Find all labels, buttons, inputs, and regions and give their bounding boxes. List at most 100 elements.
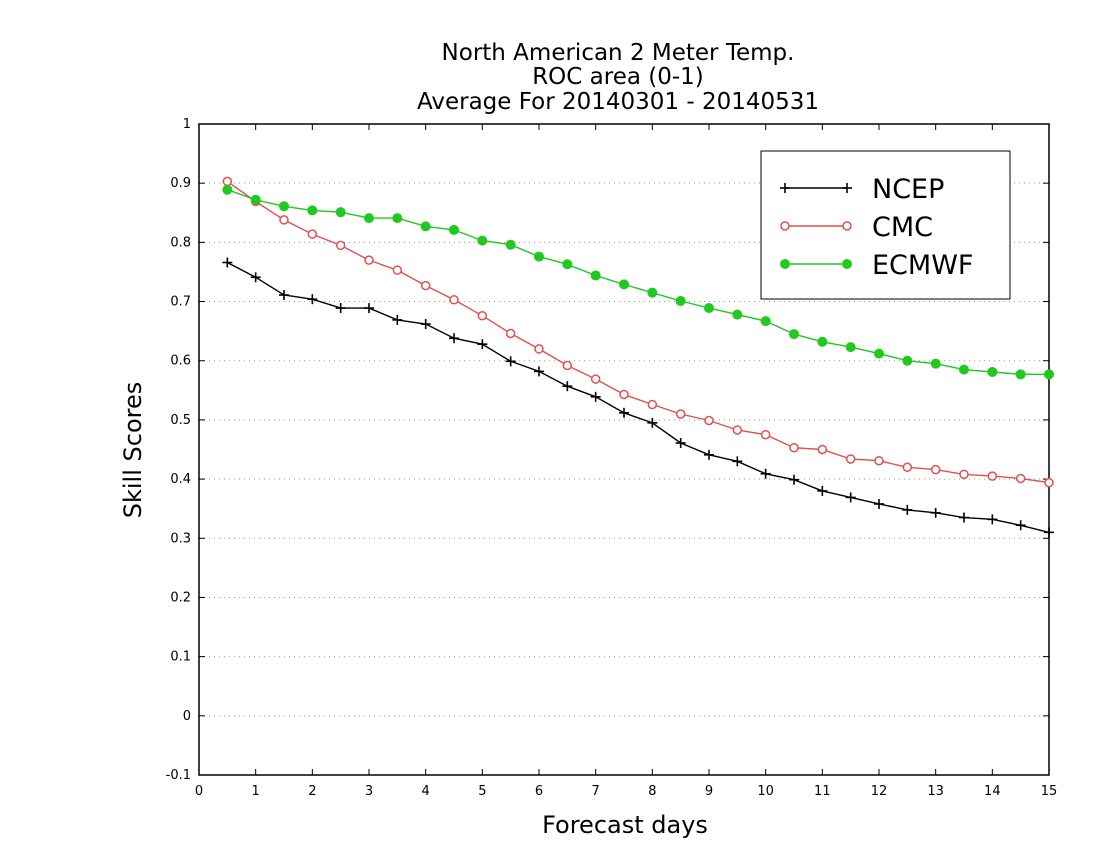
chart-title-line-2: ROC area (0-1)	[532, 64, 704, 90]
y-tick-label: 0.3	[170, 531, 191, 546]
data-point-ecmwf	[222, 184, 233, 195]
data-point-ecmwf	[704, 303, 714, 314]
data-point-ncep	[1044, 527, 1054, 538]
x-tick-label: 5	[478, 784, 486, 799]
data-point-cmc	[760, 429, 771, 440]
x-tick-label: 2	[308, 784, 316, 799]
data-point-ncep	[222, 257, 233, 268]
data-point-cmc	[789, 442, 799, 453]
y-tick-label: 0.5	[170, 413, 191, 428]
data-point-cmc	[364, 255, 374, 265]
data-point-ncep	[732, 456, 743, 467]
chart-title-line-1: North American 2 Meter Temp.	[442, 40, 795, 66]
data-point-ncep	[590, 391, 601, 402]
data-point-cmc	[704, 415, 714, 426]
data-point-ncep	[845, 492, 856, 503]
legend-label-ecmwf: ECMWF	[872, 250, 973, 281]
legend: NCEP CMC ECMWF	[760, 150, 1011, 300]
x-tick-label: 8	[648, 784, 656, 799]
x-tick-label: 14	[984, 784, 1001, 799]
data-point-ncep	[364, 303, 374, 314]
x-axis-title: Forecast days	[542, 811, 708, 839]
data-point-cmc	[420, 280, 431, 291]
data-point-ecmwf	[874, 348, 884, 359]
data-point-ncep	[930, 507, 941, 518]
data-point-ecmwf	[1015, 369, 1026, 380]
grid-lines	[199, 182, 1049, 717]
series-ecmwf	[222, 184, 1054, 380]
data-point-ecmwf	[250, 194, 261, 205]
data-point-ecmwf	[902, 355, 913, 366]
legend-label-ncep: NCEP	[872, 174, 944, 205]
data-point-ncep	[505, 356, 516, 367]
data-point-cmc	[817, 444, 828, 455]
axis-ticks: -0.100.10.20.30.40.50.60.70.80.910 1 2 3 4 5 6…	[166, 117, 1058, 799]
legend-item-ncep: NCEP	[780, 174, 944, 205]
data-point-ecmwf	[562, 259, 573, 270]
data-point-ncep	[534, 366, 544, 377]
data-point-ncep	[420, 319, 431, 330]
x-tick-label: 6	[535, 784, 543, 799]
data-point-ncep	[987, 514, 998, 525]
legend-item-ecmwf: ECMWF	[780, 250, 973, 281]
data-point-ncep	[704, 449, 714, 460]
x-tick-label: 4	[422, 784, 430, 799]
series-layer	[222, 176, 1054, 538]
data-point-cmc	[1015, 473, 1026, 484]
legend-item-cmc: CMC	[780, 212, 933, 243]
data-point-cmc	[987, 471, 998, 481]
data-point-ncep	[874, 498, 884, 509]
data-point-cmc	[930, 464, 941, 475]
data-point-ncep	[477, 339, 488, 350]
data-point-ecmwf	[647, 287, 658, 298]
data-point-ecmwf	[505, 239, 516, 250]
data-point-cmc	[449, 295, 459, 305]
y-tick-label: 0.6	[170, 354, 191, 369]
y-tick-label: 0.1	[170, 650, 191, 665]
data-point-ncep	[449, 333, 459, 344]
series-cmc	[222, 176, 1054, 488]
data-point-ecmwf	[789, 329, 799, 340]
data-point-cmc	[279, 215, 289, 225]
legend-marker-cmc	[842, 221, 852, 231]
data-point-cmc	[845, 454, 856, 464]
data-point-ecmwf	[534, 251, 544, 262]
data-point-cmc	[534, 344, 544, 354]
data-point-cmc	[477, 310, 488, 321]
data-point-ecmwf	[392, 213, 403, 224]
data-point-ecmwf	[1044, 369, 1054, 380]
data-point-cmc	[732, 425, 743, 435]
y-axis-title: Skill Scores	[119, 382, 147, 519]
legend-marker-ncep	[842, 183, 852, 193]
y-tick-label: 0.7	[170, 295, 191, 310]
y-tick-label: 0.4	[170, 472, 191, 487]
data-point-ecmwf	[675, 295, 686, 306]
x-tick-label: 0	[195, 784, 203, 799]
legend-marker-ecmwf	[842, 259, 852, 269]
x-tick-label: 3	[365, 784, 373, 799]
chart-title: North American 2 Meter Temp. ROC area (0…	[417, 40, 819, 115]
chart-title-line-3: Average For 20140301 - 20140531	[417, 89, 819, 115]
data-point-ecmwf	[987, 366, 998, 377]
x-tick-label: 7	[592, 784, 600, 799]
data-point-cmc	[647, 399, 658, 410]
data-point-ecmwf	[619, 279, 629, 290]
data-point-ecmwf	[845, 342, 856, 353]
legend-marker-ecmwf	[780, 259, 790, 269]
data-point-ecmwf	[590, 270, 601, 281]
data-point-ncep	[959, 512, 969, 523]
data-point-cmc	[619, 389, 629, 400]
data-point-ncep	[250, 272, 261, 283]
data-point-ncep	[789, 474, 799, 485]
data-point-ecmwf	[364, 213, 374, 224]
plot-frame	[198, 123, 1050, 776]
data-point-cmc	[874, 455, 884, 466]
data-point-ecmwf	[420, 221, 431, 232]
data-point-ecmwf	[732, 309, 743, 320]
y-tick-label: 0.8	[170, 235, 191, 250]
data-point-cmc	[505, 328, 516, 339]
data-point-ncep	[307, 294, 318, 305]
data-point-ncep	[335, 303, 346, 314]
